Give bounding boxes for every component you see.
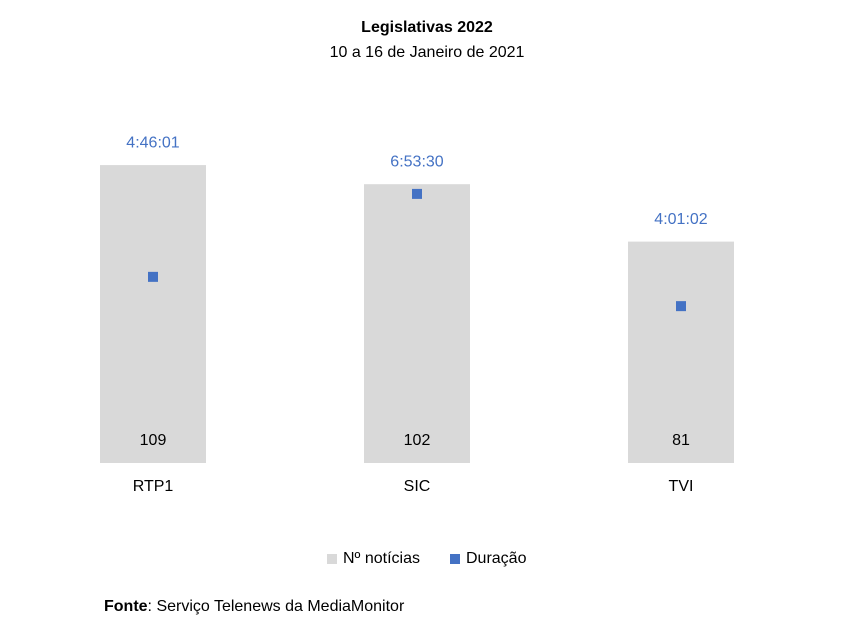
source: Fonte: Serviço Telenews da MediaMonitor [104,598,405,615]
x-tick-label: SIC [404,478,431,495]
bar [364,184,470,463]
data-label: 102 [404,432,431,449]
chart-subtitle: 10 a 16 de Janeiro de 2021 [330,44,525,61]
legend-label: Duração [466,550,527,567]
data-label: 4:46:01 [126,134,179,151]
data-label: 4:01:02 [654,211,707,228]
data-label: 109 [140,432,167,449]
legend-label: Nº notícias [343,550,420,567]
x-tick-label: RTP1 [133,478,174,495]
x-tick-label: TVI [669,478,694,495]
point [412,188,422,199]
source-label: Fonte [104,598,148,615]
legend-swatch [450,554,460,564]
point [676,301,686,312]
point [148,271,158,282]
source-text: : Serviço Telenews da MediaMonitor [148,598,405,615]
bar [100,165,206,464]
data-label: 6:53:30 [390,153,443,170]
data-label: 81 [672,432,690,449]
legend-swatch [327,554,337,564]
bar [628,241,734,463]
chart-title: Legislativas 2022 [361,19,493,36]
